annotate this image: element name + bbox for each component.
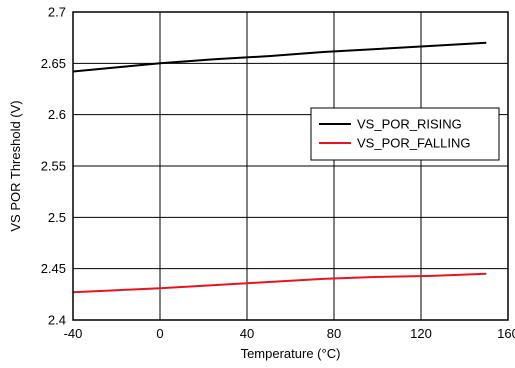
x-tick-label: 80 (327, 326, 341, 341)
x-tick-label: 160 (497, 326, 515, 341)
x-tick-label: 120 (410, 326, 432, 341)
grid (73, 12, 508, 320)
y-tick-label: 2.6 (48, 107, 66, 122)
y-tick-label: 2.55 (41, 159, 66, 174)
series-line-1 (72, 41, 487, 73)
x-tick-labels: -40 0 40 80 120 160 (64, 326, 515, 341)
legend-label: VS_POR_FALLING (357, 136, 470, 151)
series-line-2 (72, 272, 487, 294)
y-tick-label: 2.5 (48, 210, 66, 225)
y-tick-label: 2.4 (48, 313, 66, 328)
x-tick-label: 0 (156, 326, 163, 341)
legend-box (310, 107, 500, 161)
y-axis-label: VS POR Threshold (V) (8, 100, 23, 231)
y-tick-labels: 2.4 2.45 2.5 2.55 2.6 2.65 2.7 (41, 5, 66, 328)
legend: VS_POR_RISING VS_POR_FALLING (310, 107, 500, 161)
series-lines (72, 41, 487, 294)
y-tick-label: 2.7 (48, 5, 66, 20)
x-tick-label: 40 (240, 326, 254, 341)
x-axis-label: Temperature (°C) (241, 346, 341, 361)
x-tick-label: -40 (64, 326, 83, 341)
y-tick-label: 2.65 (41, 56, 66, 71)
y-tick-label: 2.45 (41, 261, 66, 276)
legend-label: VS_POR_RISING (357, 117, 462, 132)
plot-frame (72, 11, 509, 321)
